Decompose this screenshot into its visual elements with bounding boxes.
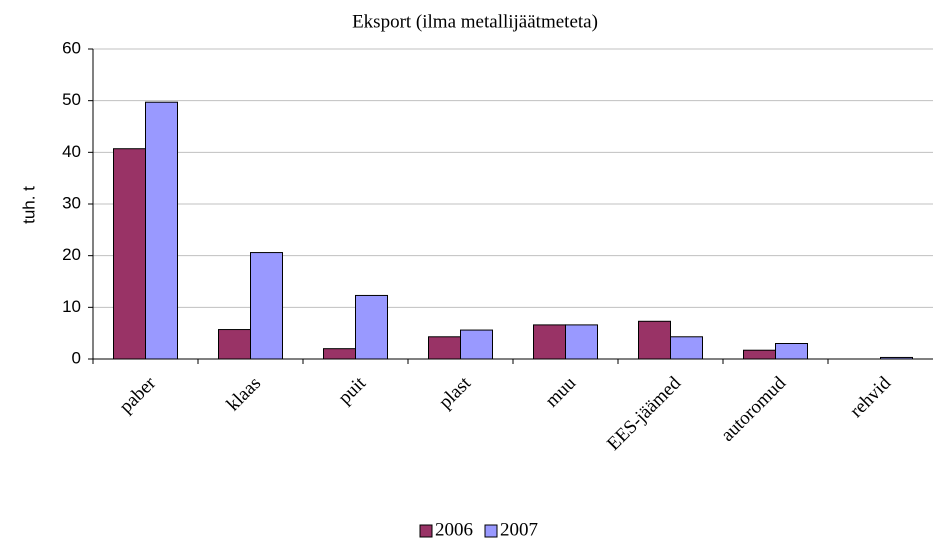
bar	[323, 348, 356, 360]
x-tick-label: rehvid	[846, 372, 896, 422]
legend-swatch	[419, 524, 433, 538]
y-tick-label: 20	[62, 245, 81, 264]
bar	[565, 324, 598, 360]
bar	[250, 252, 283, 360]
chart-title: Eksport (ilma metallijäätmeteta)	[352, 11, 598, 32]
bar	[533, 324, 566, 360]
legend-swatch	[484, 524, 498, 538]
bar	[145, 101, 178, 360]
x-tick-label: paber	[115, 372, 160, 417]
x-tick-label: EES-jäämed	[603, 372, 685, 454]
bar	[113, 148, 146, 360]
legend-label: 2006	[435, 519, 473, 540]
x-tick-label: klaas	[223, 373, 265, 415]
bar	[743, 349, 776, 360]
y-axis-label: tuh. t	[19, 186, 38, 224]
y-tick-label: 60	[62, 38, 81, 57]
y-tick-label: 50	[62, 90, 81, 109]
legend-label: 2007	[500, 519, 538, 540]
y-tick-label: 30	[62, 193, 81, 212]
x-tick-label: muu	[541, 372, 580, 411]
bar	[460, 329, 493, 360]
bar	[218, 329, 251, 360]
bar	[775, 343, 808, 360]
x-tick-label: autoromud	[717, 372, 790, 445]
x-tick-label: puit	[334, 372, 370, 408]
bar	[428, 336, 461, 360]
bar	[638, 320, 671, 360]
y-tick-label: 0	[72, 348, 81, 367]
x-tick-label: plast	[435, 372, 476, 413]
bar	[355, 294, 388, 360]
y-tick-label: 40	[62, 142, 81, 161]
y-tick-label: 10	[62, 297, 81, 316]
bar	[670, 336, 703, 360]
